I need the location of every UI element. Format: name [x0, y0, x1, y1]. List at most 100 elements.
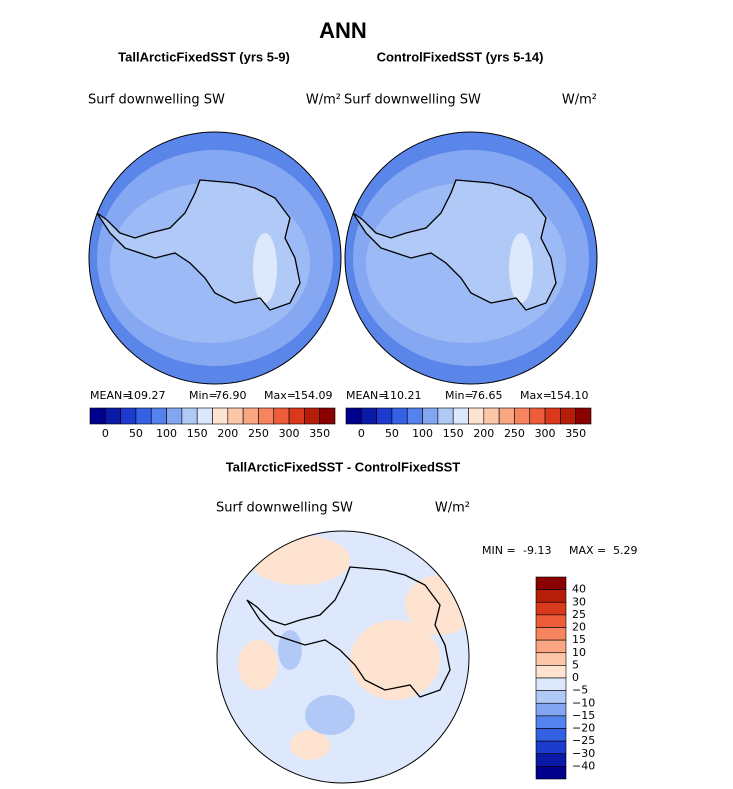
colorbar-box	[535, 589, 567, 603]
colorbar-box	[422, 407, 439, 425]
colorbar-label: 25	[572, 608, 586, 621]
map-field	[250, 535, 350, 585]
colorbar-label: 50	[385, 427, 399, 440]
colorbar-box	[468, 407, 485, 425]
figure-title: ANN	[319, 18, 367, 43]
colorbar-box	[535, 702, 567, 717]
colorbar-label: 20	[572, 621, 586, 634]
variable-label: Surf downwelling SW	[88, 93, 225, 108]
colorbar-box	[181, 407, 198, 425]
colorbar-box	[273, 407, 290, 425]
stat-text: 5.29	[613, 544, 638, 557]
colorbar-box	[535, 665, 567, 679]
colorbar-box	[535, 677, 567, 691]
stat-text: 76.90	[215, 389, 247, 402]
colorbar-box	[288, 407, 305, 425]
colorbar-label: −20	[572, 722, 595, 735]
colorbar-label: −10	[572, 696, 595, 709]
colorbar-label: 30	[572, 595, 586, 608]
colorbar-label: 300	[535, 427, 556, 440]
colorbar-label: 0	[102, 427, 109, 440]
map-field	[238, 640, 278, 690]
colorbar-label: −25	[572, 734, 595, 747]
colorbar-box	[391, 407, 408, 425]
colorbar-label: 50	[129, 427, 143, 440]
stat-text: MEAN=	[90, 389, 131, 402]
colorbar-box	[514, 407, 531, 425]
colorbar-label: 300	[279, 427, 300, 440]
stat-text: MIN =	[482, 544, 516, 557]
map-border	[216, 530, 470, 784]
colorbar-label: −30	[572, 747, 595, 760]
colorbar-label: 5	[572, 658, 579, 671]
colorbar-box	[483, 407, 500, 425]
colorbar-label: 100	[412, 427, 433, 440]
colorbar-box	[529, 407, 546, 425]
variable-label: Surf downwelling SW	[216, 501, 353, 516]
coastline	[246, 566, 451, 698]
units-label: W/m²	[306, 93, 341, 108]
colorbar-label: 200	[217, 427, 238, 440]
colorbar-box	[361, 407, 377, 425]
colorbar-box	[319, 407, 336, 425]
colorbar-box	[345, 407, 362, 425]
difference-title: TallArcticFixedSST - ControlFixedSST	[226, 459, 461, 474]
colorbar-label: 10	[572, 646, 586, 659]
colorbar-label: −15	[572, 709, 595, 722]
colorbar-label: 200	[473, 427, 494, 440]
colorbar-box	[535, 614, 567, 628]
colorbar-box	[535, 715, 567, 729]
colorbar-label: 0	[572, 671, 579, 684]
stat-text: Max=	[520, 389, 552, 402]
colorbar-label: 250	[248, 427, 269, 440]
stat-text: Min=	[445, 389, 474, 402]
stat-text: 154.10	[550, 389, 589, 402]
colorbar-box	[242, 407, 259, 425]
map-background	[217, 531, 469, 783]
colorbar-box	[135, 407, 152, 425]
map-border	[88, 131, 342, 385]
map-field	[290, 730, 330, 760]
colorbar-label: 150	[187, 427, 208, 440]
colorbar-box	[304, 407, 320, 425]
map-field	[278, 630, 302, 670]
colorbar-box	[535, 690, 567, 704]
colorbar-box	[166, 407, 183, 425]
colorbar-box	[212, 407, 229, 425]
colorbar-box	[544, 407, 561, 425]
colorbar-label: 150	[443, 427, 464, 440]
colorbar-label: 350	[565, 427, 586, 440]
colorbar-label: 250	[504, 427, 525, 440]
colorbar-box	[150, 407, 167, 425]
map-field	[509, 233, 533, 303]
stat-text: 154.09	[294, 389, 333, 402]
colorbar-box	[535, 740, 567, 755]
map-field	[350, 620, 440, 700]
stat-text: MAX =	[569, 544, 606, 557]
stat-text: Min=	[189, 389, 218, 402]
colorbar-box	[498, 407, 515, 425]
stat-text: 109.27	[127, 389, 166, 402]
map-field	[353, 180, 556, 310]
coastline	[352, 179, 557, 311]
colorbar-box	[376, 407, 393, 425]
colorbar-box	[196, 407, 213, 425]
colorbar-label: 40	[572, 583, 586, 596]
units-label: W/m²	[562, 93, 597, 108]
map-border	[344, 131, 598, 385]
stat-text: -9.13	[523, 544, 551, 557]
panel-title: TallArcticFixedSST (yrs 5-9)	[118, 49, 290, 64]
colorbar-label: 350	[309, 427, 330, 440]
colorbar-box	[535, 753, 567, 767]
colorbar-box	[120, 407, 137, 425]
colorbar-box	[535, 639, 567, 654]
panel-title: ControlFixedSST (yrs 5-14)	[377, 49, 544, 64]
colorbar-box	[535, 652, 567, 666]
stat-text: 76.65	[471, 389, 503, 402]
colorbar-box	[227, 407, 244, 425]
colorbar-label: 15	[572, 633, 586, 646]
colorbar-box	[535, 576, 567, 590]
stat-text: MEAN=	[346, 389, 387, 402]
map-field	[253, 233, 277, 303]
